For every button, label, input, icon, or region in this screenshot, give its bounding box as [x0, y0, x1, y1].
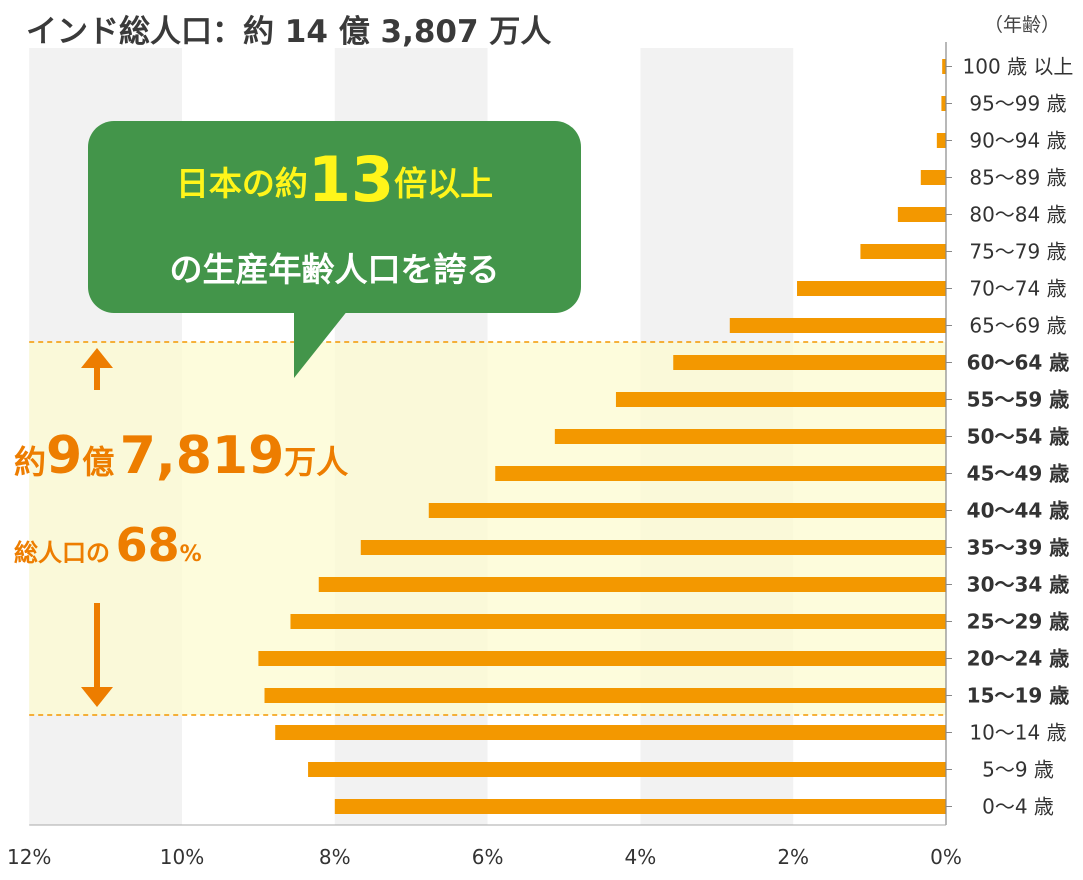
category-label-2: 90〜94 歳	[969, 129, 1066, 153]
bar-11	[495, 466, 946, 481]
category-label-5: 75〜79 歳	[969, 240, 1066, 264]
age-axis-unit-label: （年齢）	[984, 14, 1061, 36]
callout-suffix: 倍以上	[394, 164, 494, 203]
category-label-11: 45〜49 歳	[967, 462, 1070, 486]
category-label-6: 70〜74 歳	[969, 277, 1066, 301]
working-total-unit1: 億	[82, 443, 115, 481]
bar-7	[729, 318, 946, 333]
down-arrow-icon	[81, 687, 113, 707]
bar-16	[258, 651, 946, 666]
category-label-19: 5〜9 歳	[982, 758, 1054, 782]
x-tick-label: 10%	[160, 845, 204, 869]
bar-4	[897, 207, 946, 222]
bar-19	[308, 762, 946, 777]
working-total-prefix: 約	[14, 443, 47, 481]
callout-number: 13	[307, 143, 395, 216]
working-total-num2: 7,819	[119, 426, 285, 486]
working-total-unit2: 万人	[284, 443, 349, 481]
category-label-14: 30〜34 歳	[967, 573, 1070, 597]
category-label-12: 40〜44 歳	[967, 499, 1070, 523]
up-arrow-shaft	[94, 366, 100, 390]
bar-18	[275, 725, 946, 740]
category-label-3: 85〜89 歳	[969, 166, 1066, 190]
category-label-7: 65〜69 歳	[969, 314, 1066, 338]
bar-13	[360, 540, 946, 555]
category-label-1: 95〜99 歳	[969, 92, 1066, 116]
bar-20	[334, 799, 946, 814]
bar-15	[290, 614, 946, 629]
x-tick-label: 6%	[472, 845, 504, 869]
bar-10	[554, 429, 946, 444]
callout-bubble: 日本の約13倍以上 の生産年齢人口を誇る	[88, 121, 581, 313]
bar-5	[860, 244, 946, 259]
x-tick-label: 0%	[930, 845, 962, 869]
callout-prefix: 日本の約	[175, 164, 308, 203]
bar-6	[797, 281, 946, 296]
callout-line1: 日本の約13倍以上	[88, 143, 581, 216]
category-label-4: 80〜84 歳	[969, 203, 1066, 227]
bar-0	[942, 59, 946, 74]
working-age-share: 総人口の 68%	[14, 518, 202, 572]
bar-1	[941, 96, 946, 111]
x-tick-label: 4%	[625, 845, 657, 869]
share-label: 総人口の	[14, 539, 110, 567]
bar-14	[318, 577, 947, 592]
bar-17	[264, 688, 947, 703]
x-tick-label: 12%	[7, 845, 51, 869]
category-label-16: 20〜24 歳	[967, 647, 1070, 671]
category-label-0: 100 歳 以上	[963, 55, 1074, 79]
category-label-18: 10〜14 歳	[969, 721, 1066, 745]
callout-line2: の生産年齢人口を誇る	[169, 250, 500, 289]
working-total-num1: 9	[46, 426, 83, 486]
up-arrow-icon	[81, 348, 113, 368]
category-label-15: 25〜29 歳	[967, 610, 1070, 634]
x-tick-label: 8%	[319, 845, 351, 869]
bar-8	[673, 355, 946, 370]
category-label-9: 55〜59 歳	[967, 388, 1070, 412]
down-arrow-shaft	[94, 603, 100, 689]
share-unit: %	[179, 542, 202, 567]
category-label-20: 0〜4 歳	[982, 795, 1054, 819]
bar-12	[428, 503, 947, 518]
category-label-13: 35〜39 歳	[967, 536, 1070, 560]
callout-tail	[294, 300, 356, 378]
category-label-10: 50〜54 歳	[967, 425, 1070, 449]
bar-9	[615, 392, 946, 407]
chart-title: インド総人口：約 14 億 3,807 万人	[26, 14, 552, 50]
category-label-8: 60〜64 歳	[967, 351, 1070, 375]
bar-2	[936, 133, 946, 148]
category-label-17: 15〜19 歳	[967, 684, 1070, 708]
share-value: 68	[115, 518, 180, 572]
working-age-total: 約9億 7,819万人	[14, 426, 348, 486]
x-tick-label: 2%	[777, 845, 809, 869]
bar-3	[920, 170, 946, 185]
